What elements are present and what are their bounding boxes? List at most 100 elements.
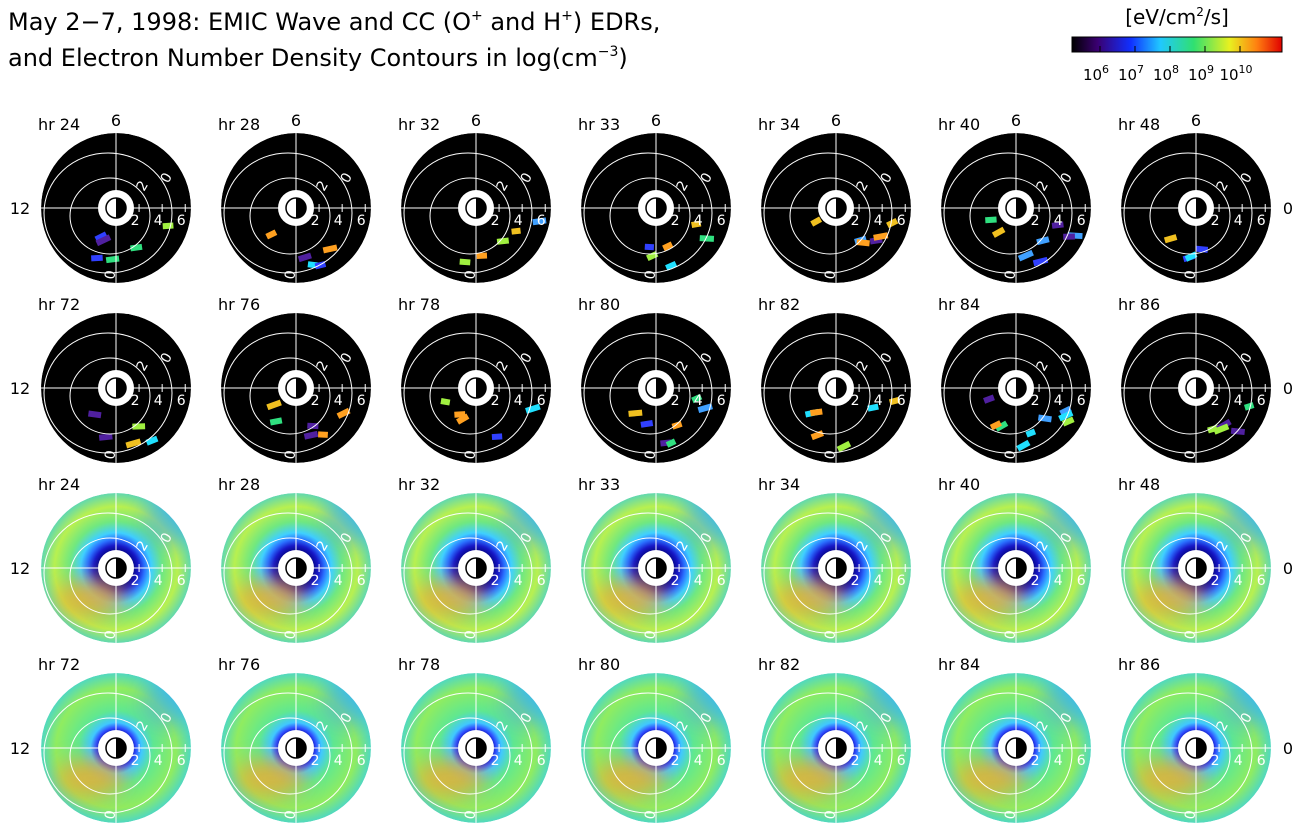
radial-tick-label: 6 xyxy=(1077,213,1086,229)
density-blob xyxy=(596,578,666,618)
contour xyxy=(1123,152,1253,274)
earth-night xyxy=(296,198,306,218)
radial-tick-label: 4 xyxy=(1234,393,1243,409)
radial-tick-label: 2 xyxy=(1031,393,1040,409)
title-text: and H xyxy=(483,8,561,36)
radial-tick-label: 4 xyxy=(874,573,883,589)
colorbar xyxy=(1071,36,1283,53)
wave-patch xyxy=(836,440,852,453)
radial-tick-label: 2 xyxy=(1031,573,1040,589)
radial-tick-label: 2 xyxy=(671,573,680,589)
wave-patch xyxy=(809,408,823,417)
wave-patch xyxy=(665,438,677,448)
earth-night xyxy=(1016,378,1026,398)
earth-night xyxy=(1196,738,1206,758)
radial-tick-label: 2 xyxy=(671,393,680,409)
cb-sup: 2 xyxy=(1196,5,1204,19)
mlt-label: 0 xyxy=(1283,739,1293,758)
contour xyxy=(1149,537,1231,615)
radial-tick-label: 2 xyxy=(131,393,140,409)
earth-night xyxy=(836,378,846,398)
wave-patch xyxy=(454,411,466,418)
cb-text: [eV/cm xyxy=(1125,5,1196,29)
radial-tick-label: 2 xyxy=(491,393,500,409)
colorbar-tick-label: 109 xyxy=(1188,63,1214,84)
radial-tick-label: 6 xyxy=(897,753,906,769)
wave-patch xyxy=(691,220,702,229)
wave-patch xyxy=(989,420,1002,431)
contour-label: 0 xyxy=(1182,629,1199,641)
radial-tick-label: 4 xyxy=(1054,213,1063,229)
contour-label: 0 xyxy=(1002,809,1019,821)
contour xyxy=(789,537,871,615)
earth-night xyxy=(296,378,306,398)
panel-label: hr 33 xyxy=(578,115,620,134)
panel-label: hr 34 xyxy=(758,475,800,494)
panel-label: hr 32 xyxy=(398,475,440,494)
contour xyxy=(43,332,173,454)
contour xyxy=(789,177,871,255)
earth-night xyxy=(1016,198,1026,218)
contour-label: 0 xyxy=(822,809,839,821)
radial-tick-label: 2 xyxy=(131,753,140,769)
radial-tick-label: 2 xyxy=(1211,213,1220,229)
panel-label: hr 40 xyxy=(938,475,980,494)
radial-tick-label: 6 xyxy=(177,213,186,229)
panel-label: hr 48 xyxy=(1118,475,1160,494)
contour xyxy=(1149,177,1231,255)
density-blob xyxy=(416,578,486,618)
title-text: May 2−7, 1998: EMIC Wave and CC (O xyxy=(8,8,471,36)
contour-label: 0 xyxy=(282,809,299,821)
radial-tick-label: 6 xyxy=(357,573,366,589)
radial-tick-label: 6 xyxy=(897,393,906,409)
contour-label: 0 xyxy=(102,269,119,281)
panel-label: hr 76 xyxy=(218,295,260,314)
contour xyxy=(43,692,173,814)
earth-night xyxy=(836,198,846,218)
tick-exp: 9 xyxy=(1207,63,1214,76)
radial-tick-label: 2 xyxy=(491,573,500,589)
wave-patch xyxy=(322,244,338,254)
wave-patch xyxy=(1195,245,1209,253)
wave-patch xyxy=(269,417,283,426)
radial-tick-label: 4 xyxy=(874,393,883,409)
radial-tick-label: 6 xyxy=(357,753,366,769)
contour-label: 0 xyxy=(462,629,479,641)
density-blob xyxy=(56,578,126,618)
wave-patch xyxy=(991,226,1006,238)
colorbar-tick-label: 108 xyxy=(1153,63,1179,84)
contour xyxy=(609,357,691,435)
radial-tick-label: 6 xyxy=(1077,573,1086,589)
contour xyxy=(223,332,353,454)
contour xyxy=(429,177,511,255)
contour-label: 0 xyxy=(462,449,479,461)
wave-patch xyxy=(95,234,112,247)
wave-patch xyxy=(886,218,899,229)
panel-label: hr 24 xyxy=(38,115,80,134)
density-blob xyxy=(776,758,846,798)
panel-label: hr 76 xyxy=(218,655,260,674)
radial-tick-label: 2 xyxy=(1211,573,1220,589)
wave-patch xyxy=(162,222,174,230)
wave-patch xyxy=(307,422,319,430)
panel-label: hr 82 xyxy=(758,655,800,674)
panel-label: hr 40 xyxy=(938,115,980,134)
contour-label: 0 xyxy=(462,809,479,821)
density-blob xyxy=(56,758,126,798)
title-text: ) xyxy=(618,44,627,72)
tick-base: 10 xyxy=(1219,66,1238,84)
wave-patch xyxy=(1058,410,1074,422)
panel-label: hr 78 xyxy=(398,295,440,314)
radial-tick-label: 4 xyxy=(154,393,163,409)
wave-patch xyxy=(985,216,997,224)
